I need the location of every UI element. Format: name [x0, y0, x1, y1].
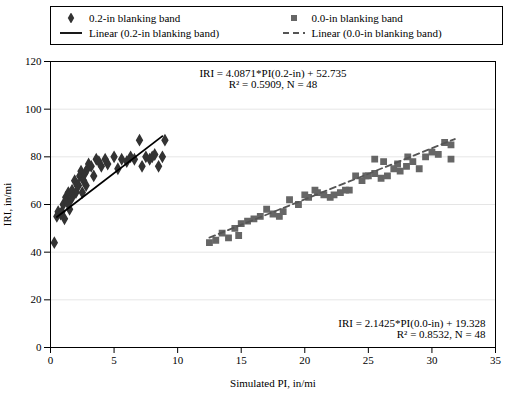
- svg-text:10: 10: [172, 354, 184, 366]
- svg-text:IRI, in/mi: IRI, in/mi: [1, 183, 13, 226]
- html-text:Linear (0.0-in blanking band): Linear (0.0-in blanking band): [311, 27, 442, 39]
- svg-text:0: 0: [48, 354, 54, 366]
- svg-text:40: 40: [31, 246, 43, 258]
- svg-text:25: 25: [363, 354, 375, 366]
- svg-text:80: 80: [31, 150, 43, 162]
- html-text:0.0-in blanking band: 0.0-in blanking band: [311, 12, 403, 24]
- html-text:Linear (0.2-in blanking band): Linear (0.2-in blanking band): [89, 27, 220, 39]
- svg-text:5: 5: [111, 354, 117, 366]
- svg-text:120: 120: [25, 55, 42, 67]
- svg-text:15: 15: [236, 354, 248, 366]
- svg-text:IRI = 4.0871*PI(0.2-in) + 52.7: IRI = 4.0871*PI(0.2-in) + 52.735R² = 0.5…: [199, 67, 347, 90]
- svg-text:20: 20: [299, 354, 311, 366]
- svg-text:0: 0: [36, 341, 42, 353]
- svg-text:35: 35: [490, 354, 502, 366]
- svg-text:60: 60: [31, 198, 43, 210]
- svg-text:IRI = 2.1425*PI(0.0-in) + 19.3: IRI = 2.1425*PI(0.0-in) + 19.328R² = 0.8…: [338, 317, 486, 340]
- html-text:0.2-in blanking band: 0.2-in blanking band: [89, 12, 181, 24]
- svg-text:100: 100: [25, 103, 42, 115]
- svg-text:30: 30: [426, 354, 438, 366]
- svg-text:20: 20: [31, 293, 43, 305]
- svg-text:Simulated PI, in/mi: Simulated PI, in/mi: [230, 377, 316, 389]
